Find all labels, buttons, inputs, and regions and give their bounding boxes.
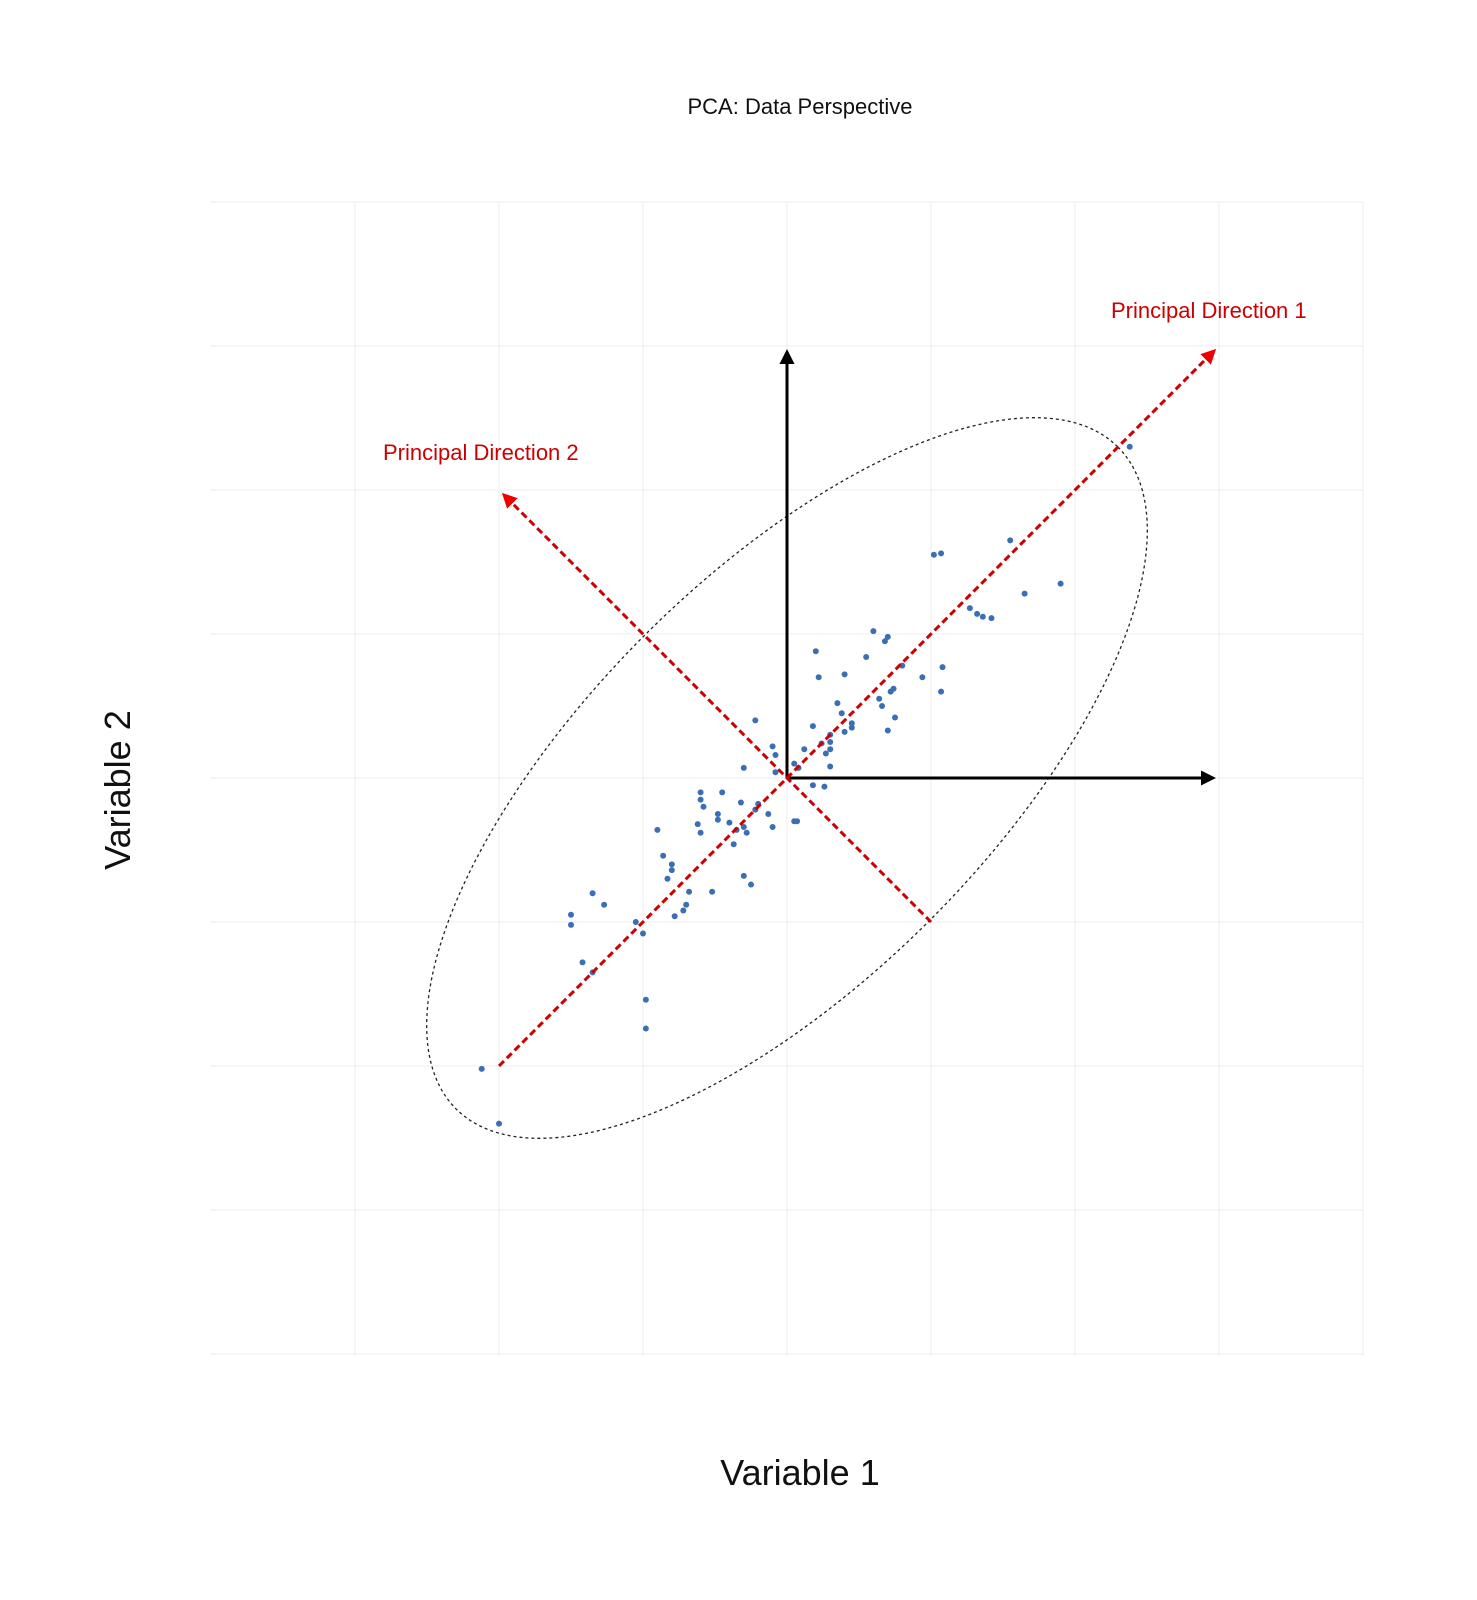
data-point — [974, 610, 981, 617]
data-point — [740, 823, 747, 830]
data-point — [640, 930, 646, 937]
data-point — [938, 550, 945, 557]
data-point — [740, 764, 747, 771]
data-point — [791, 760, 798, 767]
data-point — [769, 823, 776, 830]
data-point — [890, 685, 897, 692]
data-point — [809, 782, 816, 789]
data-point — [748, 881, 754, 888]
data-point — [737, 799, 744, 806]
data-point — [700, 803, 707, 810]
x-axis-label: Variable 1 — [720, 1452, 880, 1493]
chart-title: PCA: Data Perspective — [687, 94, 913, 119]
data-point — [884, 633, 891, 640]
data-point — [714, 816, 721, 823]
data-point — [660, 852, 667, 859]
data-point — [848, 724, 855, 731]
data-point — [686, 888, 693, 895]
data-point — [632, 919, 639, 925]
principal-directions — [497, 348, 1217, 1068]
data-point — [709, 888, 716, 895]
data-point — [827, 746, 834, 753]
data-point — [892, 714, 898, 721]
data-point — [568, 911, 574, 918]
principal-direction-2-label: Principal Direction 2 — [383, 440, 579, 465]
data-point — [568, 921, 574, 928]
data-point — [809, 723, 816, 730]
data-point — [714, 811, 721, 817]
data-point — [671, 913, 678, 920]
data-point — [870, 628, 877, 635]
data-point — [939, 664, 946, 671]
data-point — [668, 867, 675, 874]
data-point — [697, 796, 704, 803]
data-point — [740, 872, 747, 879]
data-point — [834, 700, 841, 707]
grid — [210, 201, 1364, 1356]
data-point — [769, 743, 776, 750]
data-point — [827, 739, 834, 745]
data-point — [899, 662, 906, 669]
data-point — [478, 1065, 485, 1072]
data-point — [697, 829, 704, 836]
data-point — [822, 750, 829, 757]
data-point — [801, 746, 808, 753]
data-point — [988, 615, 995, 622]
data-point — [772, 769, 779, 776]
data-point — [743, 829, 750, 836]
data-point — [863, 654, 870, 661]
data-point — [841, 728, 848, 735]
data-point — [821, 783, 828, 790]
data-point — [841, 671, 848, 678]
data-point — [719, 789, 726, 796]
data-point — [1007, 537, 1014, 544]
data-point — [654, 826, 661, 833]
data-point — [642, 1025, 649, 1032]
data-point — [979, 613, 986, 620]
data-point — [838, 710, 845, 717]
data-point — [1126, 443, 1133, 450]
data-point — [848, 720, 855, 727]
data-point — [794, 818, 801, 825]
data-point — [812, 648, 819, 655]
data-point — [697, 789, 704, 796]
data-point — [966, 605, 973, 612]
data-point — [881, 638, 888, 645]
data-point — [876, 695, 883, 702]
data-point — [683, 901, 690, 908]
principal-direction-2-arrow — [501, 492, 933, 924]
data-point — [579, 959, 586, 966]
data-point — [827, 763, 834, 770]
data-point — [694, 821, 701, 828]
data-point — [1057, 580, 1064, 587]
data-point — [730, 841, 737, 848]
data-point — [919, 674, 926, 681]
data-point — [879, 703, 886, 709]
data-point — [752, 717, 759, 724]
data-point — [726, 819, 733, 826]
data-point — [601, 901, 608, 908]
principal-direction-1-arrow — [497, 348, 1217, 1068]
coordinate-axes — [779, 349, 1216, 786]
data-point — [815, 674, 822, 681]
principal-direction-1-label: Principal Direction 1 — [1111, 298, 1307, 323]
data-point — [938, 688, 945, 695]
data-point — [1021, 590, 1028, 597]
data-point — [496, 1120, 502, 1127]
data-point — [642, 996, 649, 1003]
data-point — [884, 727, 891, 734]
data-point — [765, 811, 772, 817]
data-point — [589, 890, 596, 897]
data-point — [772, 751, 779, 758]
data-point — [680, 907, 687, 914]
data-point — [664, 875, 671, 882]
data-point — [930, 551, 937, 558]
data-point — [668, 861, 675, 868]
data-points — [478, 443, 1133, 1127]
